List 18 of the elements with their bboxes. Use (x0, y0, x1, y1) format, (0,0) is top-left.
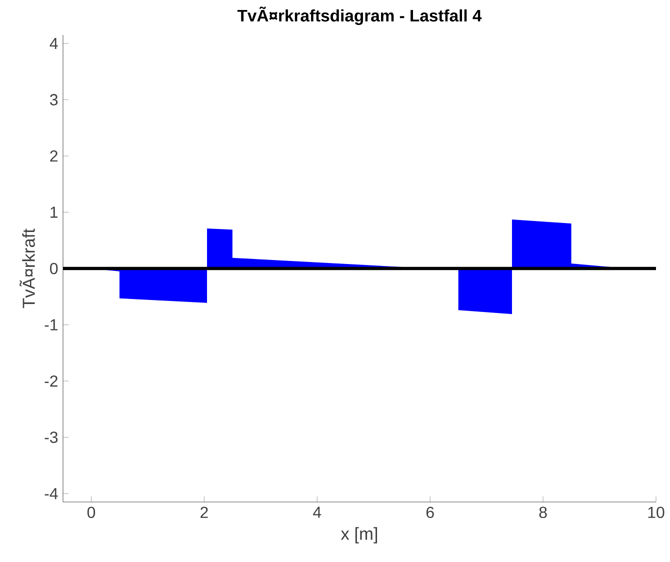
y-tick-label: -1 (44, 319, 58, 330)
x-axis-title: x [m] (340, 527, 378, 544)
x-tick-label: 0 (87, 506, 96, 518)
x-tick-label: 8 (539, 506, 547, 518)
y-tick-label: -2 (44, 375, 58, 387)
y-tick-label: -3 (44, 432, 58, 443)
y-tick-label: 4 (50, 38, 58, 49)
y-tick-label: 0 (50, 262, 58, 274)
y-tick-label: 1 (50, 206, 58, 218)
x-tick-label: 2 (200, 506, 208, 518)
x-tick-label: 10 (648, 506, 664, 518)
y-tick-label: 3 (50, 94, 58, 106)
x-tick-label: 4 (313, 506, 322, 518)
y-axis-title: TvÃ¤rkraft (20, 228, 35, 308)
y-tick-label: -4 (44, 488, 58, 500)
chart-title: TvÃ¤rkraftsdiagram - Lastfall 4 (237, 6, 482, 25)
x-tick-label: 6 (426, 506, 434, 518)
y-tick-label: 2 (50, 150, 58, 162)
